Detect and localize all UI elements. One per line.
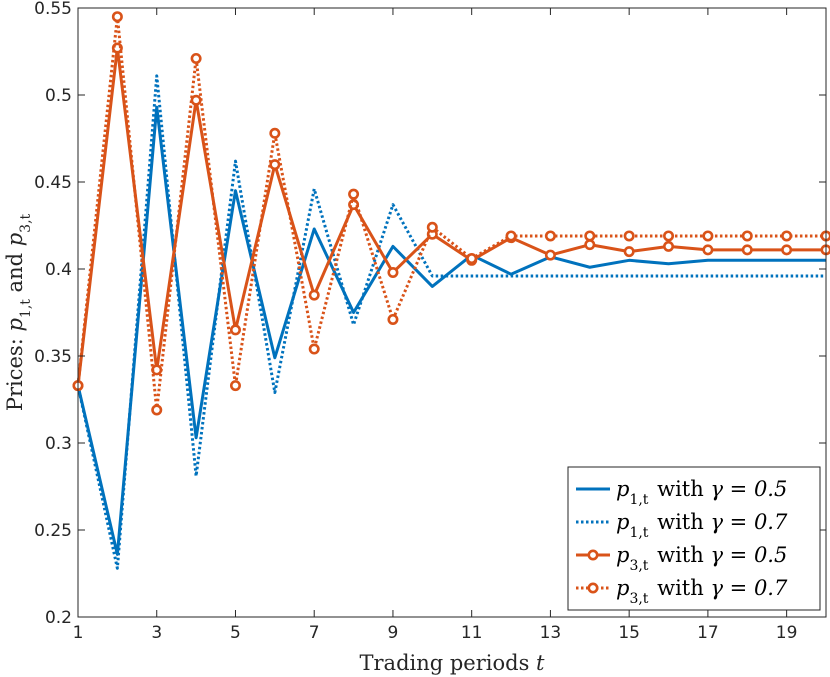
y-tick-label: 0.45 — [34, 173, 72, 193]
x-tick-label: 19 — [776, 623, 798, 643]
series-line-2 — [76, 74, 826, 570]
data-point — [229, 324, 241, 336]
data-point — [544, 249, 556, 261]
legend-label: p1,t with γ = 0.7 — [616, 510, 788, 541]
legend-label: p1,t with γ = 0.5 — [616, 477, 787, 508]
data-point — [269, 127, 281, 139]
legend-marker — [587, 549, 599, 561]
series-layer — [72, 11, 830, 570]
data-point — [741, 244, 753, 256]
data-point — [387, 266, 399, 278]
x-axis-label: Trading periods t — [360, 651, 546, 675]
x-tick-label: 13 — [540, 623, 562, 643]
data-point — [229, 380, 241, 392]
data-point — [308, 343, 320, 355]
data-point — [151, 404, 163, 416]
data-point — [584, 230, 596, 242]
data-point — [741, 230, 753, 242]
legend-item: p3,t with γ = 0.7 — [576, 576, 788, 607]
legend-item: p3,t with γ = 0.5 — [576, 543, 787, 574]
data-point — [663, 240, 675, 252]
y-tick-label: 0.35 — [34, 347, 72, 367]
legend-marker — [587, 582, 599, 594]
x-tick-label: 9 — [388, 623, 399, 643]
data-point — [544, 230, 556, 242]
data-point — [308, 289, 320, 301]
data-point — [623, 230, 635, 242]
legend: p1,t with γ = 0.5p1,t with γ = 0.7p3,t w… — [567, 466, 821, 611]
data-point — [466, 253, 478, 265]
series-4 — [72, 11, 830, 416]
data-point — [111, 11, 123, 23]
axes-box — [77, 7, 827, 618]
series-2 — [76, 74, 826, 570]
data-point — [387, 313, 399, 325]
x-tick-label: 1 — [73, 623, 84, 643]
x-tick-label: 3 — [151, 623, 162, 643]
series-1 — [76, 105, 826, 556]
legend-label: p3,t with γ = 0.7 — [616, 576, 788, 607]
series-line-1 — [76, 105, 826, 556]
data-point — [348, 188, 360, 200]
series-line-3 — [76, 46, 826, 386]
legend-item: p1,t with γ = 0.7 — [576, 510, 788, 541]
x-tick-label: 5 — [230, 623, 241, 643]
data-point — [426, 221, 438, 233]
y-tick-label: 0.4 — [45, 260, 72, 280]
data-point — [505, 230, 517, 242]
legend-label: p3,t with γ = 0.5 — [616, 543, 787, 574]
data-point — [781, 244, 793, 256]
x-tick-label: 11 — [461, 623, 483, 643]
y-tick-label: 0.2 — [45, 608, 72, 628]
y-tick-label: 0.5 — [45, 86, 72, 106]
data-point — [702, 244, 714, 256]
y-tick-label: 0.3 — [45, 434, 72, 454]
x-tick-label: 17 — [697, 623, 719, 643]
y-tick-label: 0.25 — [34, 521, 72, 541]
data-point — [584, 239, 596, 251]
axes-layer: 1 3 5 7 9 11 13 15 17 190.20.250.30.350.40.450.50… — [3, 0, 827, 675]
series-line-4 — [76, 15, 826, 412]
y-tick-label: 0.55 — [34, 0, 72, 19]
data-point — [781, 230, 793, 242]
x-tick-label: 15 — [618, 623, 640, 643]
y-axis-label: Prices: p1,t and p3,t — [3, 213, 34, 411]
legend-item: p1,t with γ = 0.5 — [576, 477, 787, 508]
x-tick-label: 7 — [309, 623, 320, 643]
data-point — [702, 230, 714, 242]
data-point — [663, 230, 675, 242]
legend-box — [567, 466, 821, 611]
data-point — [623, 246, 635, 258]
data-point — [190, 52, 202, 64]
